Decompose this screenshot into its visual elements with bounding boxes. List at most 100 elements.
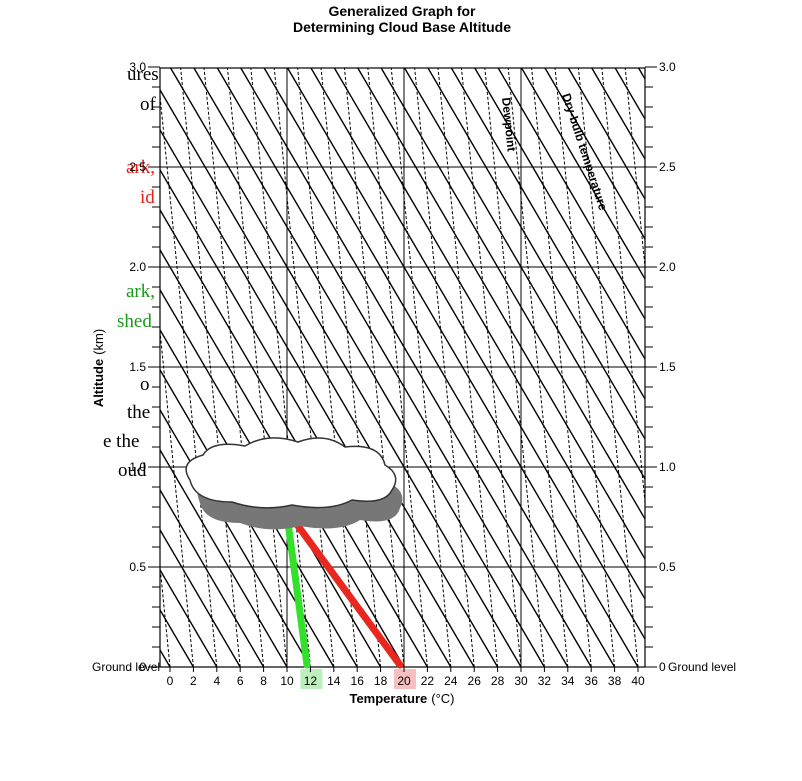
dewpoint-line [283,511,311,669]
dew-line [531,68,592,667]
dry-line [160,128,475,667]
y-axis-label: Altitude (km) [91,329,106,407]
grid [0,67,709,667]
dew-line [180,68,241,667]
annotation: Dry-bulb temperature [559,92,610,213]
x-tick-label: 28 [491,674,505,688]
dew-line [320,68,382,667]
dry-line [160,328,358,667]
x-tick-label: 16 [351,674,365,688]
dry-line [497,68,645,321]
dry-line [380,68,645,521]
x-tick-label: 14 [327,674,341,688]
x-tick-label: 34 [561,674,575,688]
x-tick-label: 30 [514,674,528,688]
y-tick-label: 0.5 [129,560,146,574]
dry-line [544,68,645,241]
dry-line [427,68,645,441]
text-fragment: of [140,94,157,115]
dry-line [160,488,265,667]
x-tick-label: 32 [538,674,552,688]
x-tick-label: 18 [374,674,388,688]
x-tick-label: 36 [585,674,599,688]
dew-line [226,68,288,667]
x-tick-label: 10 [280,674,294,688]
x-tick-label: 4 [213,674,220,688]
dry-line [160,168,452,667]
y-tick-label: 2.5 [129,160,146,174]
dry-line [473,68,645,361]
dry-line [286,68,639,667]
dry-line [263,68,616,667]
y-tick-label: 2.5 [659,160,676,174]
dry-line [333,68,645,601]
dew-line [414,68,475,667]
ground-label: Ground level [92,660,160,674]
text-fragment: o [140,374,150,395]
text-fragment: oud [118,460,147,481]
y-tick-label: 1.5 [129,360,146,374]
dry-line [160,248,405,667]
dew-line [297,68,358,667]
x-tick-label: 2 [190,674,197,688]
temperature-lines [283,511,404,669]
x-tick-label: 20 [397,674,411,688]
y-tick-label: 3.0 [129,60,146,74]
dry-line [160,208,429,667]
dry-line [216,68,569,667]
dry-line [239,68,592,667]
x-tick-label: 24 [444,674,458,688]
dew-line [507,68,569,667]
highlight [394,669,416,689]
dew-line [160,326,194,667]
dew-line [601,68,645,508]
text-fragment: id [140,187,155,208]
dry-line [520,68,645,281]
axes: 3.0 3.02.5 2.52.0 2.01.5 1.51.0 1.00.5 0.50 0Gr… [91,60,736,706]
x-tick-label: 40 [631,674,645,688]
annotation: Dewpoint [499,97,519,152]
dry-line [310,68,645,641]
highlight [300,669,323,689]
y-tick-label: 1.5 [659,360,676,374]
dry-line [160,448,288,667]
y-tick-label: 0.5 [659,560,676,574]
label-part: Altitude [91,359,106,407]
text-fragment: ark, [126,281,155,302]
cloud [185,437,403,530]
y-tick-label: 0 [139,660,146,674]
label-part: (°C) [431,691,454,706]
title-line: Generalized Graph for [328,3,476,19]
dry-line [0,67,147,667]
y-tick-label: 2.0 [129,260,146,274]
x-tick-label: 38 [608,674,622,688]
dew-line [460,68,522,667]
dry-line [356,68,645,561]
x-tick-label: 6 [237,674,244,688]
dry-line [193,68,546,667]
dew-line [343,68,405,667]
dry-line [450,68,645,401]
dry-line [169,68,522,667]
ground-label: Ground level [668,660,736,674]
dry-line [160,408,312,667]
y-tick-label: 1.0 [129,460,146,474]
dry-line [567,68,645,201]
text-fragment: e the [103,431,139,452]
text-fragment: ark, [126,157,155,178]
dew-line [203,68,265,667]
dew-line [367,68,428,667]
dew-line [577,68,639,667]
x-tick-label: 0 [167,674,174,688]
dew-line [160,90,218,667]
dew-line [649,67,709,667]
dew-line [250,68,311,667]
dry-line [403,68,645,481]
y-tick-label: 3.0 [659,60,676,74]
dry-line [160,88,499,667]
dew-line [437,68,499,667]
x-tick-label: 26 [468,674,482,688]
dew-line [484,68,545,667]
text-fragment: the [127,402,150,423]
